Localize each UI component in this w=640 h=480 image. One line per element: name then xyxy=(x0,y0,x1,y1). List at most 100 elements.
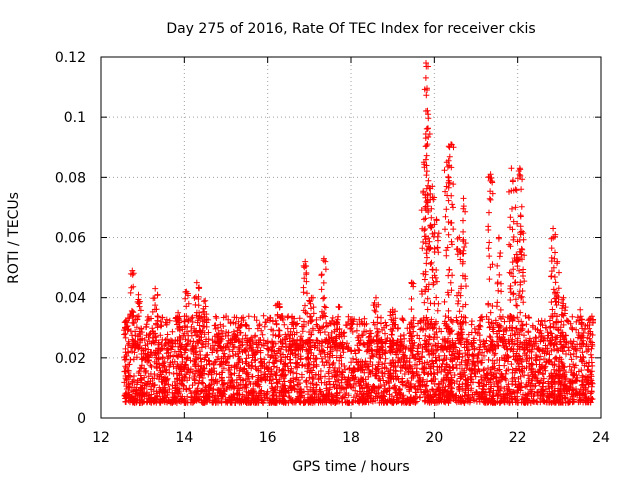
data-point xyxy=(170,370,177,377)
data-point xyxy=(350,355,356,362)
data-point xyxy=(349,375,356,382)
data-point xyxy=(511,279,518,286)
data-point xyxy=(494,280,501,287)
x-tick-label: 14 xyxy=(175,430,193,446)
data-point xyxy=(460,195,467,202)
data-point xyxy=(423,387,430,394)
data-point xyxy=(525,328,532,335)
data-point xyxy=(562,376,569,383)
data-point xyxy=(456,347,463,354)
data-point xyxy=(537,353,544,360)
data-point xyxy=(589,362,596,369)
data-point xyxy=(588,345,595,352)
data-point xyxy=(249,362,256,369)
data-point xyxy=(480,367,487,374)
data-point xyxy=(429,266,436,273)
data-point xyxy=(245,313,252,320)
data-point xyxy=(187,357,194,364)
data-point xyxy=(453,365,460,372)
data-point xyxy=(516,165,523,172)
data-point xyxy=(505,354,512,361)
data-point xyxy=(570,372,577,379)
data-point xyxy=(460,217,466,224)
data-point xyxy=(320,279,327,286)
data-point xyxy=(568,356,575,363)
data-point xyxy=(497,250,504,256)
data-point xyxy=(332,372,339,378)
data-point xyxy=(234,391,241,398)
data-point xyxy=(532,368,539,375)
data-point xyxy=(515,360,522,367)
data-point xyxy=(450,204,456,211)
data-point xyxy=(563,317,570,324)
data-point xyxy=(155,350,162,357)
data-point xyxy=(147,349,154,356)
data-point xyxy=(304,354,311,361)
data-point xyxy=(509,375,516,382)
data-point xyxy=(369,368,376,375)
data-point xyxy=(229,348,236,355)
data-point xyxy=(267,377,274,384)
data-point xyxy=(486,209,492,216)
data-point xyxy=(214,378,221,385)
data-point xyxy=(145,346,152,353)
data-point xyxy=(371,388,378,395)
data-point xyxy=(220,381,227,388)
data-point xyxy=(321,294,328,301)
data-point xyxy=(465,387,472,394)
data-point xyxy=(521,352,528,359)
data-point xyxy=(330,359,337,366)
data-point xyxy=(519,288,526,294)
data-point xyxy=(410,373,417,380)
data-point xyxy=(447,279,454,286)
data-point xyxy=(260,375,267,382)
data-point xyxy=(502,375,509,382)
y-tick-label: 0.12 xyxy=(55,50,86,66)
data-point xyxy=(523,364,530,371)
data-point xyxy=(443,247,450,254)
data-point xyxy=(152,285,159,292)
data-point xyxy=(277,358,284,365)
data-point xyxy=(538,317,545,324)
data-point xyxy=(565,399,572,406)
data-point xyxy=(411,355,418,362)
data-point xyxy=(308,394,315,400)
data-point xyxy=(456,361,463,368)
data-point xyxy=(486,276,493,283)
data-point xyxy=(552,298,559,305)
data-point xyxy=(279,343,286,350)
data-point xyxy=(396,385,403,392)
data-point xyxy=(268,368,275,375)
data-point xyxy=(421,299,428,306)
data-point xyxy=(440,357,447,364)
data-point xyxy=(137,372,144,379)
data-point xyxy=(162,367,169,374)
data-point xyxy=(353,356,360,363)
data-point xyxy=(247,380,254,387)
data-point xyxy=(333,354,340,361)
data-point xyxy=(169,359,176,365)
data-point xyxy=(434,244,441,251)
data-point xyxy=(463,365,470,372)
data-point xyxy=(548,375,555,382)
data-point xyxy=(313,396,320,403)
data-point xyxy=(337,352,344,359)
data-point xyxy=(552,354,559,361)
data-point xyxy=(370,383,377,389)
data-point xyxy=(516,353,523,360)
data-point xyxy=(468,318,475,325)
data-point xyxy=(263,364,270,371)
data-point xyxy=(254,344,261,351)
data-point xyxy=(445,383,452,389)
data-point xyxy=(284,325,291,332)
data-point xyxy=(170,353,177,360)
data-point xyxy=(520,266,527,273)
y-tick-label: 0.1 xyxy=(64,110,86,126)
data-point xyxy=(446,266,453,273)
data-point xyxy=(206,361,213,367)
data-point xyxy=(476,383,483,390)
data-point xyxy=(529,322,536,329)
data-point xyxy=(323,399,330,406)
data-point xyxy=(513,367,520,374)
data-point xyxy=(485,356,492,363)
